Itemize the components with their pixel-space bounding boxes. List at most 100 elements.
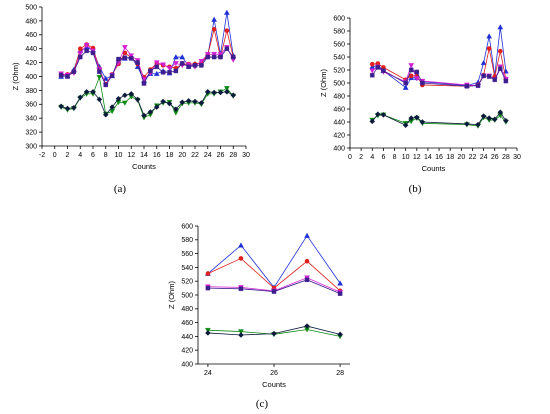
data-point xyxy=(211,26,217,32)
y-tick-label: 460 xyxy=(181,320,193,327)
data-point xyxy=(486,115,492,121)
data-point xyxy=(375,111,381,118)
series-line xyxy=(61,48,234,86)
data-point xyxy=(271,330,277,337)
data-point xyxy=(497,24,504,30)
data-point xyxy=(402,122,409,129)
data-point xyxy=(238,256,244,261)
data-point xyxy=(211,52,217,58)
data-point xyxy=(337,291,343,296)
x-axis-title: Counts xyxy=(132,162,156,171)
x-tick-label: 0 xyxy=(53,152,57,159)
data-point xyxy=(238,329,244,335)
y-tick-label: 420 xyxy=(333,132,345,139)
y-tick-label: 420 xyxy=(181,348,193,355)
data-point xyxy=(231,54,236,60)
data-point xyxy=(205,271,211,276)
y-tick-label: 500 xyxy=(333,80,345,87)
data-point xyxy=(148,68,153,74)
data-point xyxy=(205,285,211,291)
data-point xyxy=(198,58,205,65)
data-point xyxy=(71,104,77,111)
y-tick-label: 400 xyxy=(25,74,37,81)
data-point xyxy=(128,91,135,97)
y-tick-label: 440 xyxy=(25,46,37,53)
data-point xyxy=(224,9,230,15)
data-point xyxy=(408,63,415,69)
series-line xyxy=(61,91,234,116)
data-point xyxy=(109,73,115,79)
y-axis-title: Z (Ohm) xyxy=(167,281,176,309)
data-point xyxy=(224,86,230,92)
y-tick-label: 480 xyxy=(25,18,37,25)
data-point xyxy=(211,16,217,22)
x-tick-label: 22 xyxy=(191,152,199,159)
data-point xyxy=(480,59,487,66)
data-point xyxy=(491,116,498,123)
data-point xyxy=(78,54,83,60)
data-point xyxy=(271,289,277,294)
data-point xyxy=(475,121,481,128)
x-tick-label: 10 xyxy=(402,154,410,161)
y-tick-label: 560 xyxy=(333,41,345,48)
data-point xyxy=(179,99,186,106)
data-point xyxy=(58,103,64,110)
data-point xyxy=(179,54,186,60)
data-point xyxy=(238,242,244,248)
x-tick-label: 6 xyxy=(91,152,95,159)
data-point xyxy=(122,50,128,56)
data-point xyxy=(160,98,166,105)
data-point xyxy=(304,323,310,329)
x-tick-label: 2 xyxy=(359,154,363,161)
data-point xyxy=(413,114,420,121)
data-point xyxy=(128,53,135,59)
data-point xyxy=(135,60,140,65)
y-tick-label: 460 xyxy=(25,32,37,39)
data-point xyxy=(167,70,172,75)
x-tick-label: 28 xyxy=(336,370,344,377)
data-point xyxy=(224,28,230,33)
data-point xyxy=(141,81,147,86)
data-point xyxy=(147,109,154,115)
data-point xyxy=(173,106,179,112)
data-point xyxy=(503,117,509,124)
data-point xyxy=(199,63,204,68)
x-tick-label: 28 xyxy=(229,152,237,159)
data-point xyxy=(238,286,244,292)
y-axis-title: Z (Ohm) xyxy=(319,69,328,97)
data-point xyxy=(403,80,408,86)
data-point xyxy=(166,100,173,107)
data-point xyxy=(337,331,343,338)
data-point xyxy=(192,98,198,105)
data-point xyxy=(238,332,244,338)
data-point xyxy=(96,74,103,81)
x-tick-label: 26 xyxy=(491,154,499,161)
y-tick-label: 400 xyxy=(333,145,345,152)
data-point xyxy=(153,70,160,76)
data-point xyxy=(498,48,503,54)
series-4 xyxy=(58,46,236,88)
y-tick-label: 420 xyxy=(25,60,37,67)
y-tick-label: 600 xyxy=(181,223,193,230)
x-tick-label: 24 xyxy=(204,370,212,377)
x-tick-label: 2 xyxy=(66,152,70,159)
data-point xyxy=(464,121,470,127)
x-tick-label: 26 xyxy=(217,152,225,159)
data-point xyxy=(304,277,310,283)
data-point xyxy=(370,72,375,78)
y-tick-label: 440 xyxy=(333,119,345,126)
y-tick-label: 300 xyxy=(25,143,37,150)
y-tick-label: 540 xyxy=(333,54,345,61)
data-point xyxy=(83,88,90,95)
series-4 xyxy=(370,65,509,89)
data-point xyxy=(65,74,70,79)
data-point xyxy=(97,69,102,74)
data-point xyxy=(77,46,83,51)
data-point xyxy=(486,74,492,79)
data-point xyxy=(475,83,481,88)
data-point xyxy=(160,62,166,68)
data-point xyxy=(173,54,179,60)
y-tick-label: 480 xyxy=(333,93,345,100)
data-point xyxy=(90,88,96,95)
